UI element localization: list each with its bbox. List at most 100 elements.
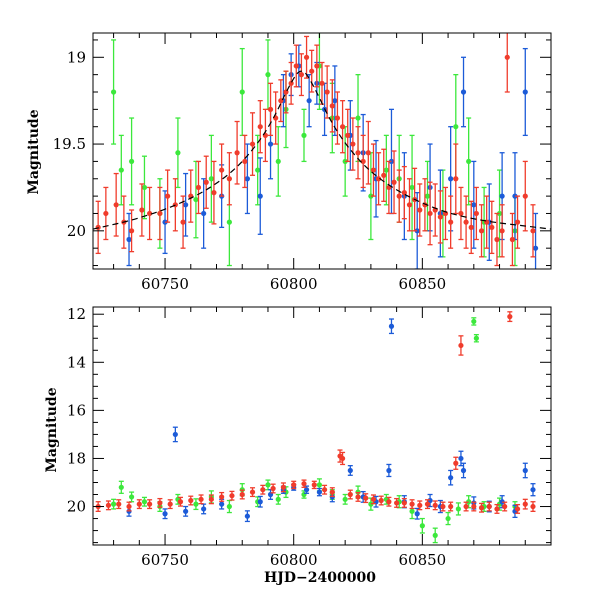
- data-point-red: [177, 496, 184, 507]
- data-point-green: [110, 39, 117, 145]
- data-point-red: [422, 178, 428, 232]
- data-point-red: [401, 165, 407, 220]
- data-point-red: [147, 499, 153, 510]
- data-point-red: [391, 150, 397, 215]
- top-series-red: [95, 33, 536, 267]
- data-point-red: [278, 79, 284, 123]
- top-panel: 60750 60800 60850 19 19.5 20 Magnitude: [26, 32, 552, 293]
- data-point-blue: [499, 495, 505, 509]
- data-point-red: [509, 212, 516, 267]
- data-point-red: [530, 501, 536, 512]
- data-point-green: [265, 39, 271, 111]
- data-point-red: [128, 209, 135, 253]
- data-point-green: [239, 47, 245, 137]
- data-point-red: [494, 503, 500, 514]
- data-point-green: [342, 493, 348, 505]
- data-point-red: [365, 120, 371, 185]
- data-point-blue: [388, 318, 395, 335]
- data-point-red: [484, 195, 490, 249]
- data-point-red: [478, 204, 485, 258]
- data-point-red: [188, 169, 194, 223]
- data-point-red: [458, 186, 464, 241]
- data-point-red: [147, 186, 153, 241]
- data-point-blue: [448, 469, 454, 486]
- data-point-red: [280, 482, 287, 493]
- data-point-red: [381, 148, 387, 202]
- data-point-blue: [257, 495, 263, 508]
- data-point-green: [118, 480, 124, 494]
- x-tick-label: 60850: [398, 275, 446, 293]
- data-point-red: [396, 169, 402, 223]
- data-point-red: [303, 35, 310, 79]
- data-point-green: [275, 493, 281, 505]
- data-point-red: [208, 494, 214, 505]
- data-point-blue: [460, 462, 467, 479]
- data-point-green: [128, 117, 135, 206]
- data-point-red: [424, 499, 431, 510]
- data-point-green: [409, 134, 415, 241]
- data-point-blue: [183, 172, 189, 237]
- data-point-red: [409, 499, 415, 510]
- data-point-green: [128, 491, 135, 503]
- top-panel-frame: [92, 32, 552, 270]
- data-point-green: [301, 108, 307, 163]
- data-point-red: [321, 484, 328, 495]
- data-point-red: [234, 120, 240, 185]
- data-point-red: [219, 143, 225, 197]
- x-axis-title: HJD−2400000: [264, 570, 376, 586]
- data-point-red: [339, 100, 346, 154]
- data-point-red: [239, 489, 245, 500]
- data-point-green: [226, 499, 232, 514]
- data-point-blue: [316, 487, 323, 497]
- data-point-green: [471, 317, 477, 326]
- data-point-blue: [522, 47, 528, 137]
- data-point-red: [514, 503, 521, 514]
- data-point-blue: [267, 489, 274, 500]
- data-point-red: [463, 195, 469, 249]
- x-tick-label: 60800: [270, 275, 318, 293]
- data-point-red: [291, 480, 297, 490]
- data-point-green: [466, 495, 472, 509]
- data-point-blue: [522, 462, 528, 479]
- data-point-red: [442, 186, 449, 241]
- data-point-blue: [303, 485, 310, 494]
- data-point-red: [499, 204, 505, 258]
- y-tick-label: 14: [67, 353, 86, 371]
- y-tick-label: 20: [67, 498, 86, 516]
- data-point-red: [370, 494, 377, 505]
- data-point-red: [463, 501, 469, 512]
- data-point-red: [473, 186, 479, 241]
- data-point-red: [314, 44, 320, 88]
- data-point-blue: [162, 190, 168, 255]
- data-point-red: [257, 100, 263, 154]
- data-point-green: [466, 117, 472, 206]
- data-point-red: [242, 134, 248, 189]
- data-point-red: [198, 494, 204, 505]
- y-tick-label: 12: [67, 305, 86, 323]
- data-point-green: [455, 502, 461, 516]
- data-point-blue: [414, 507, 420, 520]
- data-point-red: [219, 491, 225, 502]
- top-panel-plot-area: [93, 33, 551, 269]
- data-point-red: [478, 502, 485, 513]
- data-point-red: [489, 200, 495, 255]
- data-point-blue: [532, 212, 539, 269]
- data-point-red: [165, 169, 171, 223]
- data-point-blue: [386, 463, 392, 478]
- data-point-blue: [126, 212, 132, 267]
- data-point-red: [229, 490, 235, 501]
- y-tick-label: 16: [67, 401, 86, 419]
- data-point-red: [329, 79, 335, 133]
- data-point-red: [386, 496, 392, 507]
- data-point-red: [113, 172, 119, 237]
- bottom-panel-plot-area: [95, 311, 536, 544]
- data-point-red: [453, 143, 459, 215]
- bottom-series-green: [110, 317, 518, 544]
- data-point-blue: [332, 65, 338, 137]
- bottom-panel-data-marks: [95, 311, 536, 544]
- data-point-red: [309, 49, 315, 93]
- data-point-blue: [201, 503, 207, 515]
- data-point-red: [355, 126, 361, 180]
- data-point-red: [514, 195, 521, 249]
